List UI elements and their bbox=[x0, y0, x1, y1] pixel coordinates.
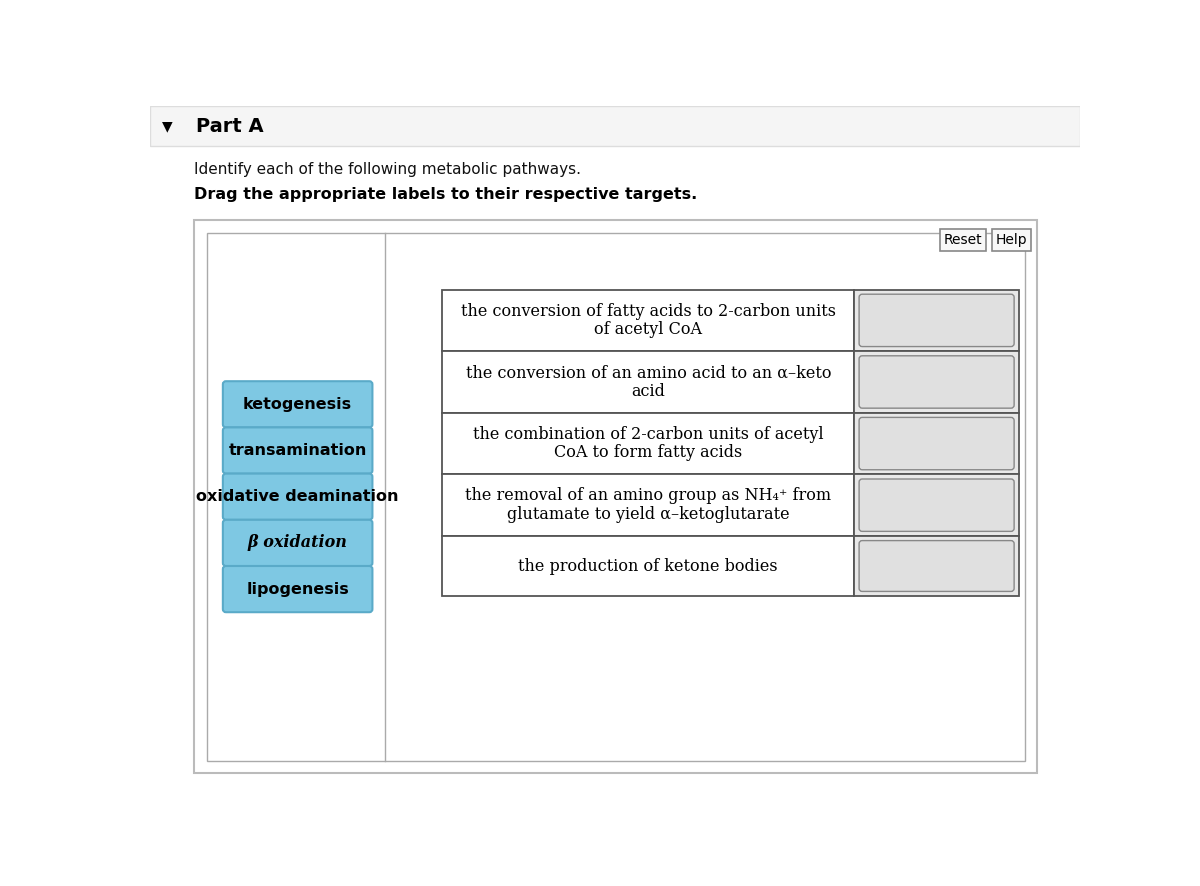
FancyBboxPatch shape bbox=[442, 413, 854, 474]
Text: Drag the appropriate labels to their respective targets.: Drag the appropriate labels to their res… bbox=[194, 187, 697, 202]
FancyBboxPatch shape bbox=[206, 233, 1025, 761]
FancyBboxPatch shape bbox=[854, 351, 1019, 413]
Text: glutamate to yield α–ketoglutarate: glutamate to yield α–ketoglutarate bbox=[506, 506, 790, 523]
FancyBboxPatch shape bbox=[854, 413, 1019, 474]
Text: the combination of 2-carbon units of acetyl: the combination of 2-carbon units of ace… bbox=[473, 426, 823, 443]
Text: acid: acid bbox=[631, 383, 665, 400]
Text: Part A: Part A bbox=[197, 117, 264, 136]
Text: the conversion of fatty acids to 2-carbon units: the conversion of fatty acids to 2-carbo… bbox=[461, 303, 836, 320]
FancyBboxPatch shape bbox=[223, 520, 372, 566]
Text: β oxidation: β oxidation bbox=[247, 534, 348, 551]
FancyBboxPatch shape bbox=[223, 381, 372, 427]
Text: the conversion of an amino acid to an α–keto: the conversion of an amino acid to an α–… bbox=[466, 364, 832, 381]
FancyBboxPatch shape bbox=[859, 479, 1014, 532]
FancyBboxPatch shape bbox=[223, 427, 372, 474]
Text: of acetyl CoA: of acetyl CoA bbox=[594, 321, 702, 338]
FancyBboxPatch shape bbox=[859, 417, 1014, 470]
Text: oxidative deamination: oxidative deamination bbox=[197, 489, 398, 504]
FancyBboxPatch shape bbox=[442, 474, 854, 536]
FancyBboxPatch shape bbox=[859, 294, 1014, 346]
FancyBboxPatch shape bbox=[150, 106, 1080, 146]
FancyBboxPatch shape bbox=[859, 540, 1014, 592]
Text: Identify each of the following metabolic pathways.: Identify each of the following metabolic… bbox=[194, 162, 581, 177]
FancyBboxPatch shape bbox=[442, 536, 854, 596]
FancyBboxPatch shape bbox=[854, 474, 1019, 536]
FancyBboxPatch shape bbox=[223, 566, 372, 612]
FancyBboxPatch shape bbox=[940, 229, 986, 251]
Text: the removal of an amino group as NH₄⁺ from: the removal of an amino group as NH₄⁺ fr… bbox=[466, 487, 832, 504]
Text: Reset: Reset bbox=[943, 233, 983, 247]
Text: CoA to form fatty acids: CoA to form fatty acids bbox=[554, 444, 743, 462]
Text: Help: Help bbox=[996, 233, 1027, 247]
FancyBboxPatch shape bbox=[854, 290, 1019, 351]
FancyBboxPatch shape bbox=[442, 351, 854, 413]
FancyBboxPatch shape bbox=[854, 536, 1019, 596]
FancyBboxPatch shape bbox=[223, 474, 372, 520]
FancyBboxPatch shape bbox=[194, 221, 1037, 773]
FancyBboxPatch shape bbox=[442, 290, 854, 351]
Text: lipogenesis: lipogenesis bbox=[246, 581, 349, 596]
FancyBboxPatch shape bbox=[992, 229, 1031, 251]
FancyBboxPatch shape bbox=[859, 356, 1014, 408]
Text: transamination: transamination bbox=[228, 443, 367, 458]
Text: the production of ketone bodies: the production of ketone bodies bbox=[518, 557, 778, 574]
Text: ketogenesis: ketogenesis bbox=[244, 397, 353, 412]
Text: ▼: ▼ bbox=[162, 120, 173, 133]
